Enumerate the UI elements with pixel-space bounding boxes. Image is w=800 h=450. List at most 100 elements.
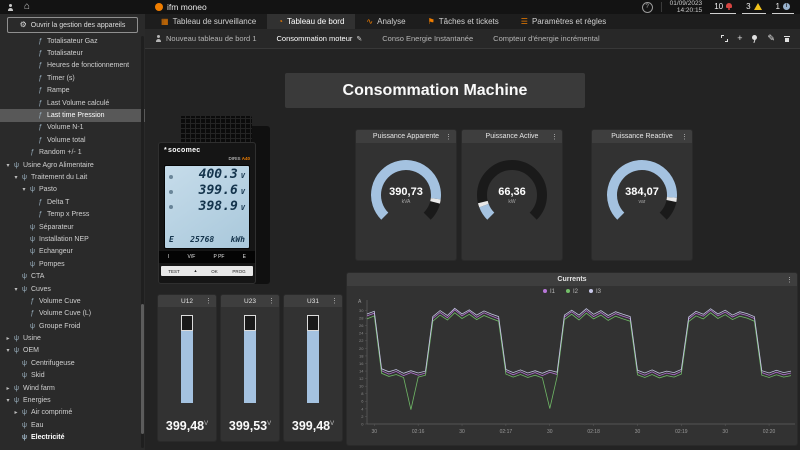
meter-button: I (168, 254, 170, 260)
tree-item-label: OEM (23, 347, 39, 355)
sidebar-scrollbar[interactable] (141, 36, 144, 448)
nav-tab-label: Paramètres et règles (531, 17, 607, 26)
sidebar-scrollbar-thumb[interactable] (141, 304, 144, 434)
nav-tab-t-ches-et-tickets[interactable]: ⚑ Tâches et tickets (417, 14, 510, 29)
legend-item-i2[interactable]: I2 (565, 289, 578, 295)
svg-text:02:17: 02:17 (500, 429, 513, 435)
dashboard-tab-nouveau-tableau-de-bord-1[interactable]: Nouveau tableau de bord 1 (145, 29, 267, 48)
bar-unit: V (267, 420, 272, 427)
tree-item-skid[interactable]: ψ Skid (0, 370, 145, 382)
tree-item-pompes[interactable]: ψ Pompes (0, 258, 145, 270)
tree-item-usine[interactable]: ▸ ψ Usine (0, 332, 145, 344)
kebab-menu-icon[interactable]: ⋮ (331, 298, 338, 305)
nav-tab-tableau-de-bord[interactable]: ◔ Tableau de bord (267, 14, 356, 29)
bar-value: 399,53V (228, 419, 272, 433)
nav-tab-analyse[interactable]: ∿ Analyse (355, 14, 416, 29)
tree-item-volume-n-1[interactable]: ƒ Volume N-1 (0, 122, 145, 134)
tree-item-pasto[interactable]: ▾ ψ Pasto (0, 184, 145, 196)
tree-item-traitement-du-lait[interactable]: ▾ ψ Traitement du Lait (0, 171, 145, 183)
kebab-menu-icon[interactable]: ⋮ (681, 133, 688, 141)
legend-item-i1[interactable]: I1 (542, 288, 555, 295)
svg-text:30: 30 (635, 429, 641, 435)
chevron-right-icon[interactable]: ▸ (6, 385, 10, 392)
tree-item-echangeur[interactable]: ψ Echangeur (0, 246, 145, 258)
kebab-menu-icon[interactable]: ⋮ (445, 133, 452, 141)
kebab-menu-icon[interactable]: ⋮ (205, 298, 212, 305)
user-icon[interactable] (7, 3, 14, 11)
grid-icon: ▦ (161, 16, 169, 26)
chevron-right-icon[interactable]: ▸ (6, 336, 10, 343)
tree-item-energies[interactable]: ▾ ψ Energies (0, 394, 145, 406)
chevron-down-icon[interactable]: ▾ (6, 162, 10, 169)
tree-item-rampe[interactable]: ƒ Rampe (0, 85, 145, 97)
main-area: Nouveau tableau de bord 1 Consommation mo… (145, 29, 800, 450)
badge-warning[interactable]: 3 (742, 1, 766, 14)
help-icon[interactable]: ? (641, 1, 653, 13)
kebab-menu-icon[interactable]: ⋮ (551, 133, 558, 141)
legend-label: I1 (549, 288, 555, 295)
tree-item-delta-t[interactable]: ƒ Delta T (0, 196, 145, 208)
kebab-menu-icon[interactable]: ⋮ (786, 276, 793, 284)
add-icon[interactable]: + (737, 33, 743, 43)
tree-item-last-time-pression[interactable]: ƒ Last time Pression (0, 109, 145, 122)
dashboard-title-panel: Consommation Machine (285, 73, 585, 108)
chevron-down-icon[interactable]: ▾ (6, 348, 10, 355)
meter-key: PROG (232, 268, 246, 274)
bar-card-u12: U12 ⋮ 399,48V (158, 295, 216, 441)
tree-item-totalisateur[interactable]: ƒ Totalisateur (0, 47, 145, 59)
tree-item-label: Usine (23, 335, 41, 343)
pin-icon[interactable] (751, 34, 758, 43)
tree-item-volume-cuve-l[interactable]: ƒ Volume Cuve (L) (0, 308, 145, 320)
tree-item-electricit[interactable]: ψ Electricité (0, 432, 145, 444)
dashboard-tab-compteur-d-nergie-incr-mental[interactable]: Compteur d'énergie incrémental (483, 29, 610, 48)
legend-item-i3[interactable]: I3 (589, 289, 601, 295)
tree-item-volume-total[interactable]: ƒ Volume total (0, 134, 145, 146)
delete-icon[interactable] (784, 35, 790, 42)
tree-item-label: Eau (31, 421, 44, 429)
tree-item-s-parateur[interactable]: ψ Séparateur (0, 221, 145, 233)
tree-item-volume-cuve[interactable]: ƒ Volume Cuve (0, 295, 145, 307)
tree-item-usine-agro-alimentaire[interactable]: ▾ ψ Usine Agro Alimentaire (0, 159, 145, 171)
dashboard-tab-consommation-moteur[interactable]: Consommation moteur ✎ (267, 29, 373, 48)
home-icon[interactable]: ⌂ (24, 1, 31, 12)
tree-item-timer-s[interactable]: ƒ Timer (s) (0, 72, 145, 84)
tree-item-installation-nep[interactable]: ψ Installation NEP (0, 233, 145, 245)
tree-item-label: Energies (23, 397, 51, 405)
tree-item-label: Timer (s) (47, 74, 75, 82)
meter-model: DIRIS A40 (228, 156, 250, 161)
meter-vent (180, 116, 252, 144)
tree-item-random-1[interactable]: ƒ Random +/- 1 (0, 147, 145, 159)
chevron-down-icon[interactable]: ▾ (22, 187, 26, 194)
chevron-down-icon[interactable]: ▾ (14, 286, 18, 293)
nav-tab-tableau-de-surveillance[interactable]: ▦ Tableau de surveillance (150, 14, 267, 29)
tree-item-temp-x-press[interactable]: ƒ Temp x Press (0, 208, 145, 220)
bar-fill (181, 331, 193, 403)
nav-tab-param-tres-et-r-gles[interactable]: ☰ Paramètres et règles (510, 14, 617, 29)
tree-item-cuves[interactable]: ▾ ψ Cuves (0, 283, 145, 295)
tree-item-heures-de-fonctionnement[interactable]: ƒ Heures de fonctionnement (0, 60, 145, 72)
meter-lcd: 400.3 V 399.6 V 398.9 V E 25768 kWh (164, 165, 250, 249)
tree-item-groupe-froid[interactable]: ψ Groupe Froid (0, 320, 145, 332)
tree-item-centrifugeuse[interactable]: ψ Centrifugeuse (0, 357, 145, 369)
tree-item-cta[interactable]: ψ CTA (0, 270, 145, 282)
kebab-menu-icon[interactable]: ⋮ (268, 298, 275, 305)
tree-item-label: Air comprimé (31, 409, 73, 417)
chevron-down-icon[interactable]: ▾ (6, 398, 10, 405)
badge-bell[interactable]: 10 (710, 1, 737, 14)
edit-icon[interactable]: ✎ (767, 33, 775, 43)
tree-item-wind-farm[interactable]: ▸ ψ Wind farm (0, 382, 145, 394)
chevron-right-icon[interactable]: ▸ (14, 410, 18, 417)
chevron-down-icon[interactable]: ▾ (14, 174, 18, 181)
tree-item-air-comprim[interactable]: ▸ ψ Air comprimé (0, 407, 145, 419)
tree-item-totalisateur-gaz[interactable]: ƒ Totalisateur Gaz (0, 35, 145, 47)
tree-item-last-volume-calcul[interactable]: ƒ Last Volume calculé (0, 97, 145, 109)
asset-tree: ƒ Totalisateur Gaz ƒ Totalisateur ƒ Heures de… (0, 35, 145, 444)
open-device-management-button[interactable]: ⚙ Ouvrir la gestion des appareils (7, 17, 138, 33)
tree-item-oem[interactable]: ▾ ψ OEM (0, 345, 145, 357)
dashboard-tab-conso-energie-instantan-e[interactable]: Conso Energie Instantanée (372, 29, 483, 48)
dashboard-tab-label: Conso Energie Instantanée (382, 34, 474, 43)
tree-item-eau[interactable]: ψ Eau (0, 419, 145, 431)
fullscreen-icon[interactable] (721, 35, 729, 42)
